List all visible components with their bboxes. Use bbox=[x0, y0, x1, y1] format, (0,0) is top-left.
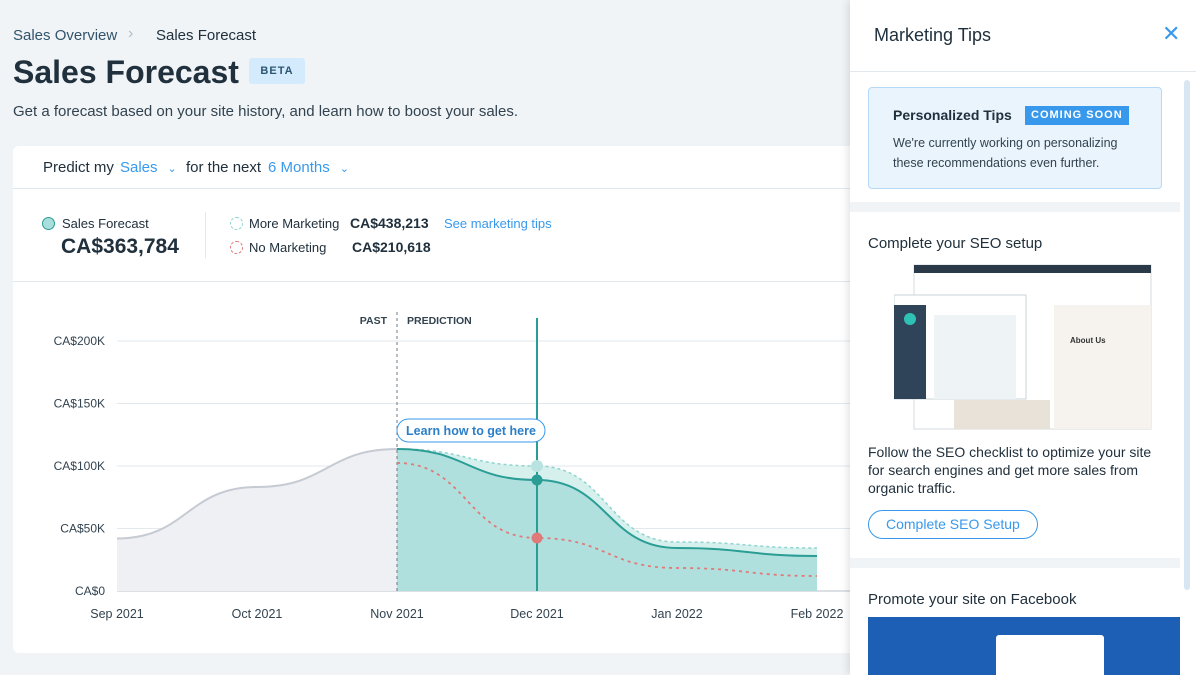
breadcrumb-link[interactable]: Sales Overview bbox=[13, 27, 118, 44]
x-tick-label: Sep 2021 bbox=[90, 607, 144, 621]
close-button[interactable]: ✕ bbox=[1162, 21, 1181, 46]
gap bbox=[850, 202, 1180, 212]
y-tick-label: CA$0 bbox=[75, 584, 105, 598]
callout-box bbox=[396, 418, 546, 443]
line bbox=[396, 448, 818, 549]
divider bbox=[205, 212, 206, 258]
period-dropdown[interactable]: 6 Months ⌄ bbox=[268, 159, 349, 176]
area bbox=[117, 449, 397, 591]
chart: CA$0 CA$50K CA$100K CA$150K CA$200K Sep 2021 O… bbox=[54, 311, 850, 621]
x-tick-label: Jan 2022 bbox=[651, 607, 702, 621]
legend-dot bbox=[230, 217, 243, 230]
line bbox=[116, 448, 398, 540]
tips-link[interactable]: See marketing tips bbox=[444, 216, 552, 231]
beta-badge: BETA bbox=[249, 58, 305, 84]
x-tick-label: Nov 2021 bbox=[370, 607, 424, 621]
past-label: PAST bbox=[360, 315, 388, 327]
y-tick-label: CA$150K bbox=[54, 397, 105, 411]
section-text: Follow the SEO checklist to optimize you… bbox=[868, 444, 1152, 496]
panel-title: Marketing Tips bbox=[874, 25, 992, 45]
scrollbar[interactable] bbox=[1184, 80, 1190, 590]
svg-text:About Us: About Us bbox=[1070, 336, 1106, 345]
divider bbox=[13, 281, 850, 282]
no-value: CA$210,618 bbox=[352, 239, 431, 255]
period: 6 Months bbox=[268, 159, 330, 176]
x-tick-label: Feb 2022 bbox=[791, 607, 844, 621]
legend-label: Sales Forecast bbox=[62, 216, 149, 231]
page-title: Sales Forecast bbox=[13, 54, 239, 90]
mock-card bbox=[996, 635, 1104, 675]
metric-dropdown[interactable]: Sales ⌄ bbox=[120, 159, 177, 176]
line bbox=[396, 448, 818, 557]
tips-text: We're currently working on personalizing… bbox=[893, 136, 1118, 170]
side-panel: Marketing Tips ✕ Personalized Tips COMIN… bbox=[850, 0, 1196, 675]
area bbox=[397, 449, 817, 591]
tips-title: Personalized Tips bbox=[893, 107, 1012, 123]
more-value: CA$438,213 bbox=[350, 215, 429, 231]
separator: › bbox=[128, 25, 134, 42]
prediction-label: PREDICTION bbox=[407, 315, 472, 327]
breadcrumb-current: Sales Forecast bbox=[156, 27, 257, 44]
point-marker bbox=[531, 460, 543, 472]
section-title: Promote your site on Facebook bbox=[868, 591, 1077, 608]
y-tick-label: CA$50K bbox=[60, 522, 105, 536]
facebook-illustration bbox=[868, 617, 1180, 675]
forecast-value: CA$363,784 bbox=[61, 235, 179, 258]
predict-label: Predict my bbox=[43, 159, 114, 176]
point-marker bbox=[531, 532, 543, 544]
tips-card: Personalized Tips COMING SOON We're curr… bbox=[868, 87, 1162, 189]
subtitle: Get a forecast based on your site histor… bbox=[13, 103, 518, 120]
seo-button[interactable]: Complete SEO Setup bbox=[868, 510, 1038, 539]
seo-illustration: About Us bbox=[894, 264, 1152, 430]
divider bbox=[13, 188, 850, 189]
main: Sales Overview › Sales Forecast Sales Fo… bbox=[13, 25, 873, 653]
label-bg bbox=[355, 311, 392, 329]
divider bbox=[850, 71, 1196, 72]
legend-dot bbox=[42, 217, 55, 230]
legend-label: More Marketing bbox=[249, 216, 340, 231]
point-marker bbox=[531, 474, 543, 486]
line bbox=[396, 462, 818, 577]
y-tick-label: CA$200K bbox=[54, 334, 105, 348]
legend-label: No Marketing bbox=[249, 240, 327, 255]
legend-dot bbox=[230, 241, 243, 254]
coming-soon-badge: COMING SOON bbox=[1025, 106, 1129, 125]
period-label: for the next bbox=[186, 159, 262, 176]
callout: Learn how to get here bbox=[406, 424, 536, 438]
y-tick-label: CA$100K bbox=[54, 459, 105, 473]
metric: Sales bbox=[120, 159, 158, 176]
gap bbox=[850, 558, 1180, 568]
section-title: Complete your SEO setup bbox=[868, 235, 1043, 252]
x-tick-label: Dec 2021 bbox=[510, 607, 564, 621]
x-tick-label: Oct 2021 bbox=[232, 607, 283, 621]
